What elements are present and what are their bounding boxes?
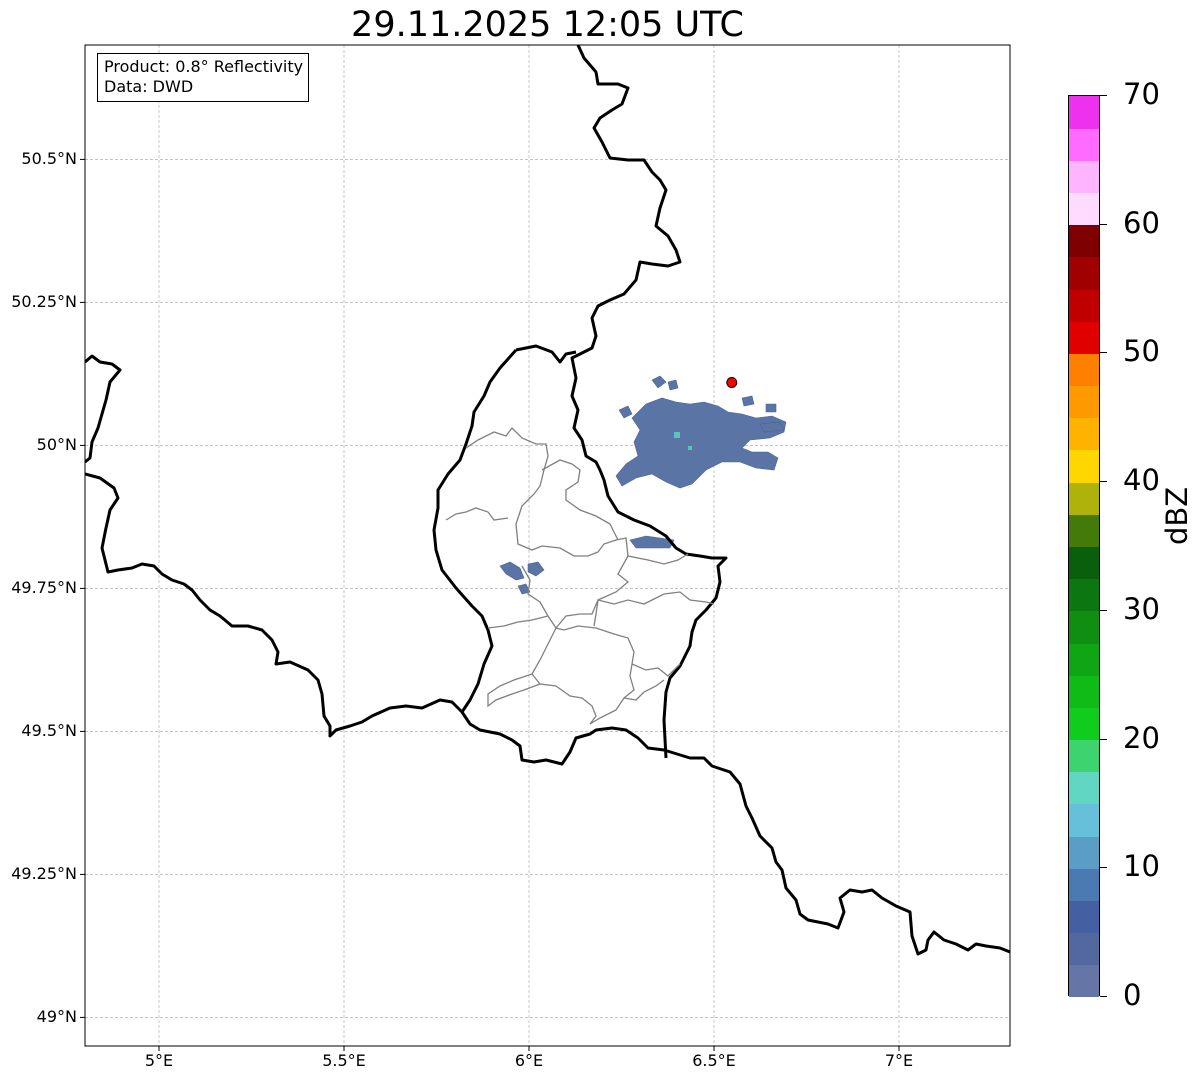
colorbar-segment <box>1069 643 1099 676</box>
colorbar-segment <box>1069 385 1099 419</box>
colorbar-tick-label: 60 <box>1123 205 1160 240</box>
border-france-belgium <box>85 472 1010 956</box>
colorbar-segment <box>1069 578 1099 612</box>
colorbar-segment <box>1069 771 1099 805</box>
colorbar-segment <box>1069 128 1099 161</box>
colorbar-segment <box>1069 96 1099 129</box>
colorbar-segment <box>1069 289 1099 322</box>
info-box: Product: 0.8° Reflectivity Data: DWD <box>97 53 310 102</box>
colorbar-segment <box>1069 514 1099 547</box>
y-tick-label: 49.75°N <box>11 578 77 598</box>
colorbar-segment <box>1069 192 1099 226</box>
radar-site-marker[interactable] <box>726 376 738 388</box>
colorbar-tick-mark <box>1100 223 1107 225</box>
colorbar-tick-mark <box>1100 738 1107 740</box>
colorbar-segment <box>1069 675 1099 708</box>
colorbar <box>1068 95 1100 998</box>
x-tick-label: 5.5°E <box>322 1051 366 1070</box>
colorbar-segment <box>1069 836 1099 869</box>
x-tick-label: 5°E <box>144 1051 174 1070</box>
y-tick-label: 50.25°N <box>11 292 77 312</box>
info-product: Product: 0.8° Reflectivity <box>104 57 304 76</box>
colorbar-segment <box>1069 900 1099 934</box>
colorbar-segment <box>1069 803 1099 837</box>
colorbar-segment <box>1069 739 1099 773</box>
national-borders <box>85 45 1010 956</box>
radar-echoes <box>499 375 787 595</box>
colorbar-tick-mark <box>1100 352 1107 354</box>
radar-echo-core <box>674 432 692 450</box>
colorbar-segment <box>1069 868 1099 901</box>
colorbar-segment <box>1069 610 1099 644</box>
colorbar-tick-label: 70 <box>1123 77 1160 111</box>
colorbar-tick-label: 50 <box>1123 334 1160 369</box>
y-tick-label: 49.5°N <box>21 721 77 741</box>
info-source: Data: DWD <box>104 77 194 96</box>
colorbar-tick-label: 0 <box>1123 978 1142 1012</box>
y-tick-label: 49°N <box>36 1007 77 1027</box>
district-borders <box>445 427 715 725</box>
border-belgium-germany-east <box>570 45 728 759</box>
colorbar-segment <box>1069 546 1099 580</box>
colorbar-segment <box>1069 449 1099 483</box>
colorbar-segment <box>1069 417 1099 451</box>
colorbar-tick-label: 20 <box>1123 720 1160 755</box>
colorbar-segment <box>1069 964 1099 998</box>
x-tick-marks <box>158 1046 900 1051</box>
colorbar-tick-label: 40 <box>1123 463 1160 498</box>
border-northwest <box>85 354 122 464</box>
colorbar-tick-mark <box>1100 867 1107 869</box>
border-luxembourg-belgium-west <box>432 344 577 713</box>
colorbar-segment <box>1069 932 1099 966</box>
colorbar-segment <box>1069 353 1099 387</box>
x-tick-label: 6.5°E <box>692 1051 736 1070</box>
colorbar-segment <box>1069 256 1099 290</box>
gridlines <box>85 45 1010 1046</box>
colorbar-tick-label: 10 <box>1123 849 1160 884</box>
colorbar-tick-mark <box>1100 996 1107 997</box>
y-tick-label: 49.25°N <box>11 864 77 884</box>
colorbar-segment <box>1069 707 1099 741</box>
colorbar-label: dBZ <box>1160 486 1194 545</box>
x-tick-label: 6°E <box>514 1051 544 1070</box>
map-frame <box>84 44 1011 1047</box>
y-tick-label: 50.5°N <box>21 149 77 169</box>
colorbar-segment <box>1069 482 1099 515</box>
colorbar-segment <box>1069 160 1099 194</box>
y-tick-marks <box>80 158 85 1018</box>
map-title: 29.11.2025 12:05 UTC <box>351 5 744 45</box>
colorbar-tick-mark <box>1100 481 1107 483</box>
y-tick-label: 50°N <box>36 435 77 455</box>
colorbar-tick-mark <box>1100 95 1107 96</box>
map-background <box>85 45 1010 1046</box>
colorbar-segment <box>1069 321 1099 354</box>
x-tick-label: 7°E <box>884 1051 914 1070</box>
colorbar-tick-mark <box>1100 609 1107 611</box>
colorbar-segment <box>1069 224 1099 258</box>
colorbar-tick-label: 30 <box>1123 591 1160 626</box>
